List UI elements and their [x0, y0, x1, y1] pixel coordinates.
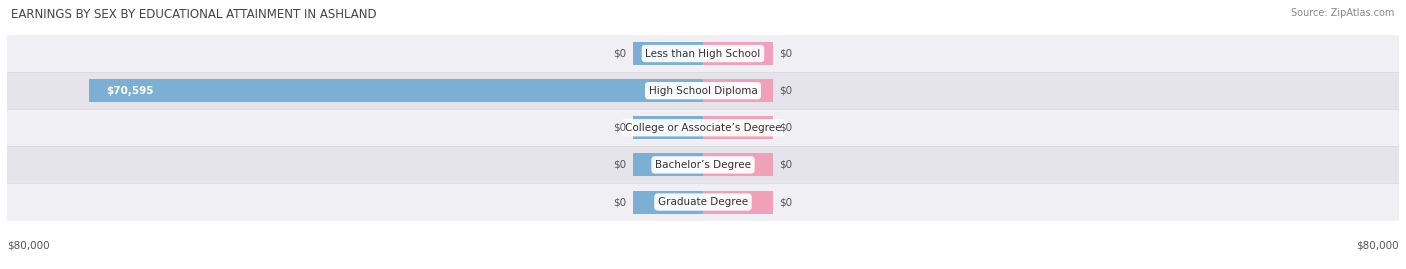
Bar [89, 79, 703, 102]
Bar [633, 42, 703, 65]
Text: $80,000: $80,000 [7, 241, 49, 251]
Bar [7, 109, 1399, 146]
Text: Bachelor’s Degree: Bachelor’s Degree [655, 160, 751, 170]
Text: $0: $0 [613, 197, 627, 207]
Bar [703, 79, 773, 102]
Bar [7, 146, 1399, 183]
Text: Source: ZipAtlas.com: Source: ZipAtlas.com [1291, 8, 1395, 18]
Text: Graduate Degree: Graduate Degree [658, 197, 748, 207]
Bar [7, 72, 1399, 109]
Text: College or Associate’s Degree: College or Associate’s Degree [624, 123, 782, 133]
Bar [7, 183, 1399, 221]
Bar [633, 116, 703, 139]
Text: $70,595: $70,595 [107, 86, 153, 96]
Bar [7, 35, 1399, 72]
Text: $0: $0 [779, 48, 793, 59]
Text: EARNINGS BY SEX BY EDUCATIONAL ATTAINMENT IN ASHLAND: EARNINGS BY SEX BY EDUCATIONAL ATTAINMEN… [11, 8, 377, 21]
Text: $80,000: $80,000 [1357, 241, 1399, 251]
Bar [633, 153, 703, 176]
Text: $0: $0 [779, 86, 793, 96]
Bar [703, 116, 773, 139]
Bar [633, 190, 703, 214]
Text: $0: $0 [613, 160, 627, 170]
Text: Less than High School: Less than High School [645, 48, 761, 59]
Text: High School Diploma: High School Diploma [648, 86, 758, 96]
Bar [703, 42, 773, 65]
Text: $0: $0 [613, 123, 627, 133]
Text: $0: $0 [613, 48, 627, 59]
Text: $0: $0 [779, 160, 793, 170]
Text: $0: $0 [779, 197, 793, 207]
Bar [703, 153, 773, 176]
Text: $0: $0 [779, 123, 793, 133]
Bar [703, 190, 773, 214]
